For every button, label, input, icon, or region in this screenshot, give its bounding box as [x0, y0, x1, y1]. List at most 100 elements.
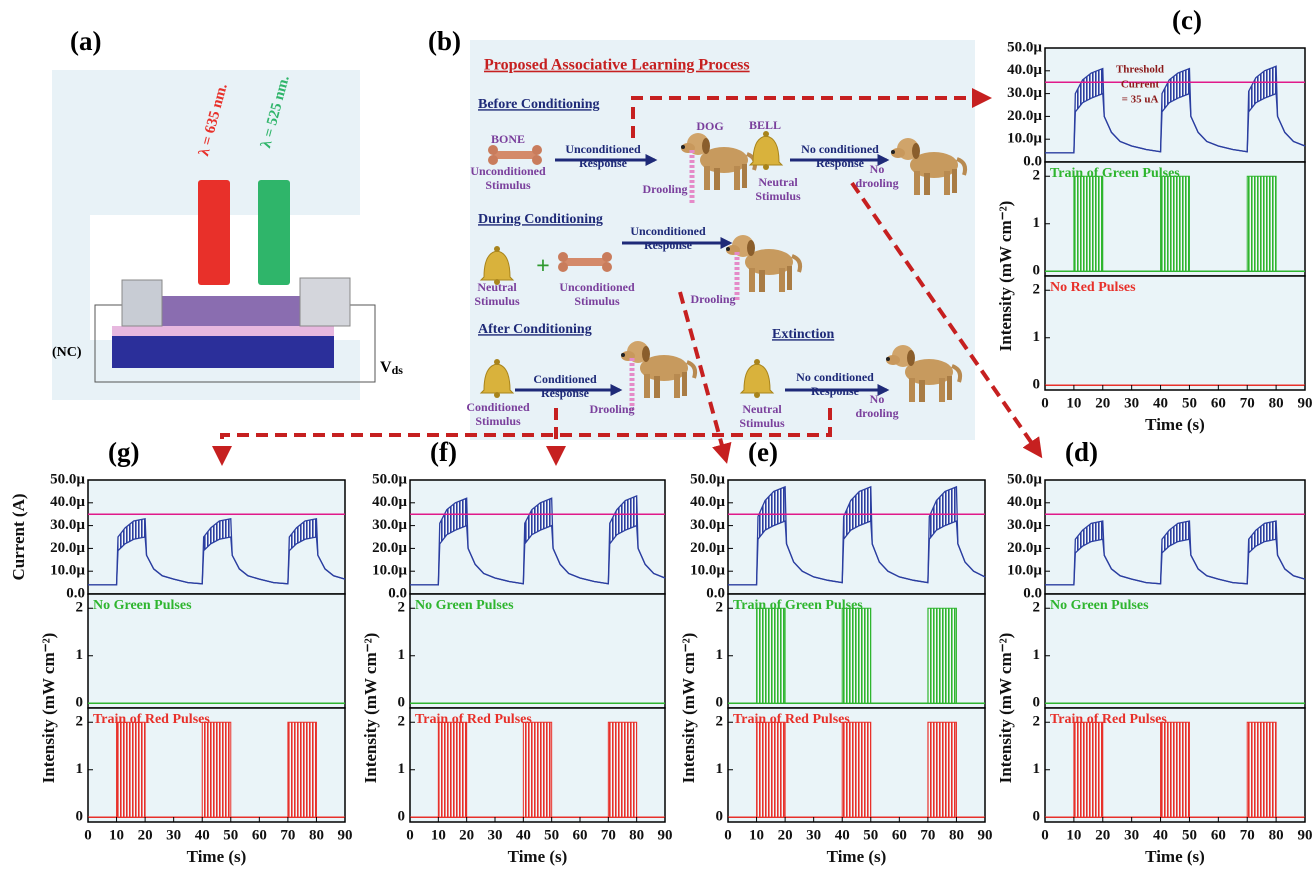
current-lower: [1045, 538, 1306, 586]
y-axis-title: Current (A): [9, 493, 28, 580]
y-tick-label: 50.0µ: [1007, 39, 1042, 55]
y-tick-label: 0.0: [706, 585, 725, 601]
pulse-train: [287, 721, 317, 818]
y-tick-label: 2: [716, 600, 724, 616]
diagram-label: Conditioned: [466, 400, 530, 414]
y-tick-label: 30.0µ: [690, 517, 725, 533]
y-tick-label: 0: [716, 695, 724, 711]
y-tick-label: 1: [716, 761, 724, 777]
y-tick-label: 0: [716, 809, 724, 825]
x-axis-title: Time (s): [1145, 847, 1205, 866]
pulse-train: [607, 721, 638, 818]
diagram-label: Unconditioned: [559, 280, 635, 294]
channel: [160, 296, 300, 326]
diagram-label: Unconditioned: [470, 164, 546, 178]
arrows: [212, 88, 1043, 466]
diagram-label: Before Conditioning: [478, 97, 599, 112]
y-tick-label: 1: [1033, 215, 1041, 231]
y-tick-label: 30.0µ: [1007, 85, 1042, 101]
pulse-train: [1073, 721, 1104, 818]
x-axis-title: Time (s): [187, 847, 247, 866]
subplot-label: Train of Red Pulses: [1050, 712, 1167, 727]
subplot-label: Train of Green Pulses: [733, 598, 863, 613]
current-band: [728, 486, 985, 585]
diagram-label: Stimulus: [574, 294, 620, 308]
x-tick-label: 30: [488, 827, 503, 843]
x-tick-label: 30: [166, 827, 181, 843]
current-band: [1045, 521, 1305, 585]
y-tick-label: 0: [398, 695, 406, 711]
y-axis-title: Intensity (mW cm⁻²): [996, 633, 1015, 784]
y-tick-label: 0: [1033, 377, 1041, 393]
diagram-label: Unconditioned: [565, 142, 641, 156]
electrode: [121, 279, 163, 327]
y-tick-label: 1: [398, 761, 406, 777]
subplot-label: Train of Red Pulses: [733, 712, 850, 727]
x-tick-label: 20: [459, 827, 474, 843]
y-tick-label: 50.0µ: [690, 471, 725, 487]
x-tick-label: 10: [749, 827, 764, 843]
y-tick-label: 10.0µ: [690, 563, 725, 579]
diagram-label: Drooling: [589, 402, 634, 416]
x-tick-label: 10: [1066, 395, 1081, 411]
diagram-label: Drooling: [642, 182, 687, 196]
pulse-train: [841, 607, 872, 704]
panel-label: (f): [430, 437, 457, 467]
diagram-label: Response: [816, 156, 865, 170]
panel-label: (a): [70, 26, 101, 56]
diagram-label: No: [870, 162, 885, 176]
x-tick-label: 80: [1269, 827, 1284, 843]
current-upper: [728, 485, 986, 586]
x-tick-label: 70: [1240, 827, 1255, 843]
current-upper: [1045, 520, 1306, 586]
x-tick-label: 50: [223, 827, 238, 843]
y-tick-label: 1: [398, 647, 406, 663]
diagram-label: Conditioned: [533, 372, 597, 386]
x-tick-label: 80: [629, 827, 644, 843]
pulse-train: [1073, 175, 1104, 272]
x-tick-label: 90: [1298, 827, 1312, 843]
x-tick-label: 70: [280, 827, 295, 843]
diagram-label: Response: [541, 386, 590, 400]
diagram-label: No conditioned: [801, 142, 879, 156]
x-tick-label: 0: [1041, 827, 1049, 843]
x-tick-label: 20: [1095, 827, 1110, 843]
v-main: V: [380, 359, 392, 376]
panel-label: (g): [108, 437, 139, 467]
y-tick-label: 40.0µ: [372, 494, 407, 510]
diagram-label: Drooling: [690, 292, 735, 306]
x-tick-label: 60: [1211, 395, 1226, 411]
diagram-label: No: [870, 392, 885, 406]
y-tick-label: 0.0: [388, 585, 407, 601]
nc-label: (NC): [52, 345, 82, 360]
panel-label: (d): [1065, 437, 1098, 467]
x-tick-label: 90: [658, 827, 673, 843]
current-upper: [410, 495, 666, 586]
diagram-label: drooling: [855, 406, 898, 420]
diagram-label: Stimulus: [739, 416, 785, 430]
y-tick-label: 2: [1033, 282, 1041, 298]
y-tick-label: 20.0µ: [1007, 540, 1042, 556]
y-tick-label: 2: [1033, 714, 1041, 730]
x-tick-label: 30: [1124, 395, 1139, 411]
x-tick-label: 40: [516, 827, 531, 843]
x-tick-label: 90: [1298, 395, 1312, 411]
y-tick-label: 20.0µ: [690, 540, 725, 556]
x-axis-title: Time (s): [827, 847, 887, 866]
subplot-label: No Red Pulses: [1050, 280, 1136, 295]
pulse-train: [756, 721, 786, 818]
x-tick-label: 60: [892, 827, 907, 843]
diagram-label: After Conditioning: [478, 322, 592, 337]
subplot-label: Train of Red Pulses: [415, 712, 532, 727]
y-tick-label: 10.0µ: [372, 563, 407, 579]
y-tick-label: 2: [1033, 600, 1041, 616]
diagram-label: +: [536, 254, 550, 280]
y-tick-label: 10.0µ: [1007, 131, 1042, 147]
x-tick-label: 0: [1041, 395, 1049, 411]
y-tick-label: 0: [1033, 263, 1041, 279]
pulse-train: [756, 607, 786, 704]
y-tick-label: 20.0µ: [372, 540, 407, 556]
diagram-label: Neutral: [742, 402, 782, 416]
substrate: [112, 335, 334, 368]
